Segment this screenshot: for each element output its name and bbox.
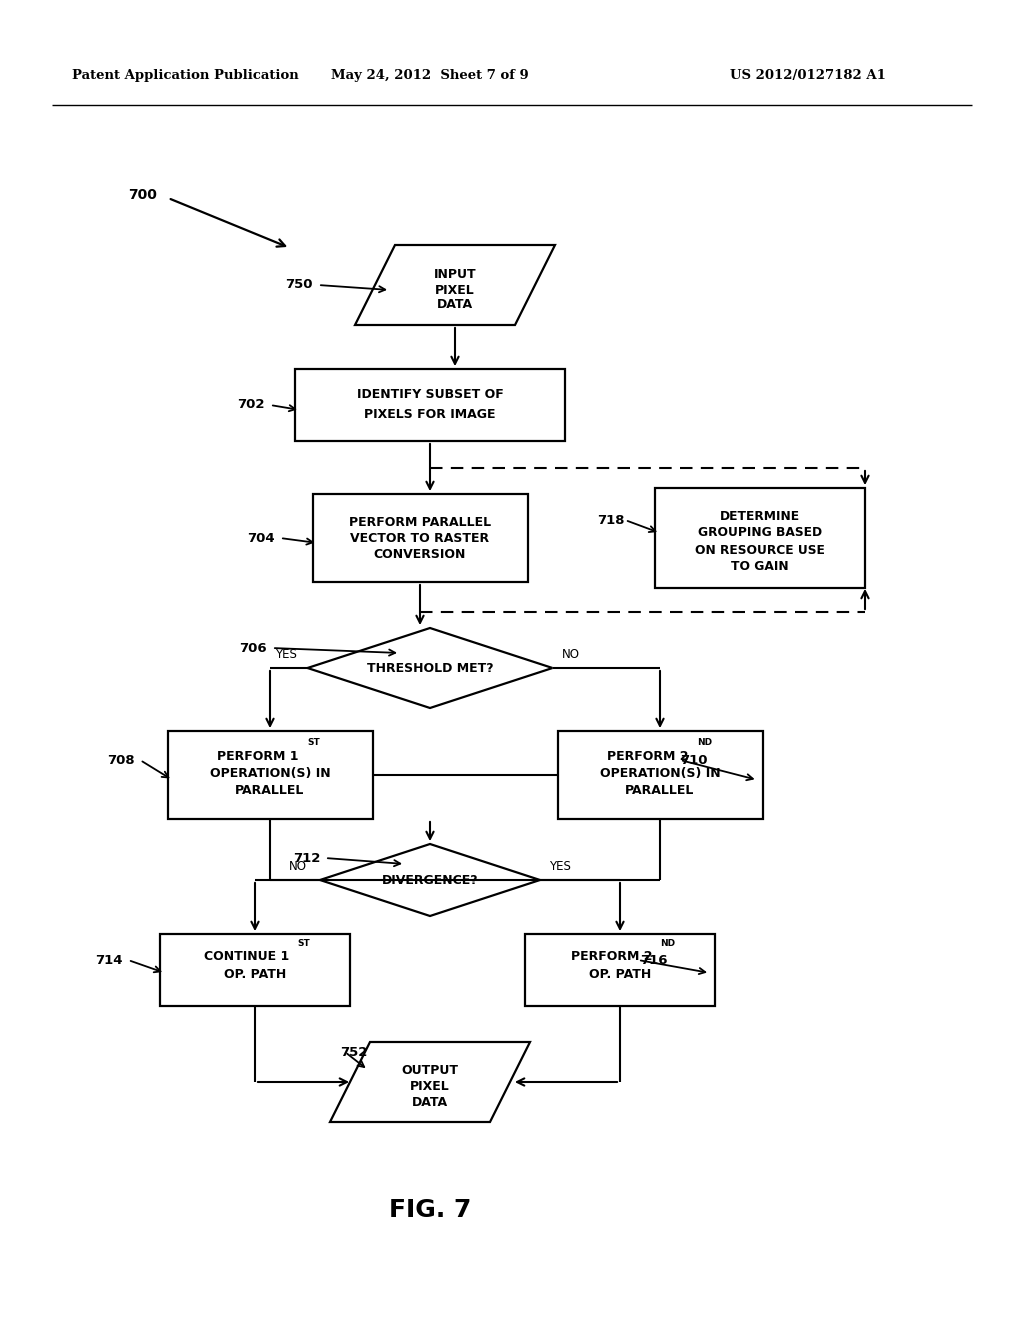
Text: PERFORM 2: PERFORM 2: [607, 751, 689, 763]
Bar: [168, 731, 373, 818]
Text: PIXELS FOR IMAGE: PIXELS FOR IMAGE: [365, 408, 496, 421]
Text: May 24, 2012  Sheet 7 of 9: May 24, 2012 Sheet 7 of 9: [331, 69, 528, 82]
Polygon shape: [355, 246, 555, 325]
Text: NO: NO: [561, 648, 580, 660]
Text: 718: 718: [597, 513, 625, 527]
Text: 708: 708: [108, 754, 135, 767]
Bar: [655, 488, 865, 587]
Text: 752: 752: [340, 1045, 368, 1059]
Text: 706: 706: [240, 642, 267, 655]
Text: PERFORM 1: PERFORM 1: [217, 751, 299, 763]
Text: 712: 712: [293, 851, 319, 865]
Text: IDENTIFY SUBSET OF: IDENTIFY SUBSET OF: [356, 388, 504, 401]
Text: GROUPING BASED: GROUPING BASED: [698, 527, 822, 540]
Text: ST: ST: [307, 738, 319, 747]
Text: 704: 704: [248, 532, 275, 544]
Text: DATA: DATA: [412, 1096, 449, 1109]
Text: OPERATION(S) IN: OPERATION(S) IN: [600, 767, 720, 780]
Text: VECTOR TO RASTER: VECTOR TO RASTER: [350, 532, 489, 545]
Text: CONVERSION: CONVERSION: [374, 549, 466, 561]
Text: 702: 702: [238, 399, 265, 412]
Text: CONTINUE 1: CONTINUE 1: [205, 950, 290, 964]
Text: DETERMINE: DETERMINE: [720, 510, 800, 523]
Text: 716: 716: [640, 953, 668, 966]
Bar: [160, 935, 350, 1006]
Text: ON RESOURCE USE: ON RESOURCE USE: [695, 544, 825, 557]
Text: ND: ND: [660, 939, 675, 948]
Text: TO GAIN: TO GAIN: [731, 561, 788, 573]
Text: PARALLEL: PARALLEL: [236, 784, 305, 797]
Text: FIG. 7: FIG. 7: [389, 1199, 471, 1222]
Bar: [557, 731, 763, 818]
Text: OP. PATH: OP. PATH: [589, 969, 651, 982]
Text: 750: 750: [286, 279, 313, 292]
Text: 714: 714: [95, 953, 123, 966]
Text: THRESHOLD MET?: THRESHOLD MET?: [367, 661, 494, 675]
Text: PERFORM PARALLEL: PERFORM PARALLEL: [349, 516, 492, 529]
Text: PIXEL: PIXEL: [411, 1080, 450, 1093]
Polygon shape: [330, 1041, 530, 1122]
Text: YES: YES: [274, 648, 296, 660]
Polygon shape: [307, 628, 553, 708]
Text: 710: 710: [680, 754, 708, 767]
Text: Patent Application Publication: Patent Application Publication: [72, 69, 299, 82]
Text: OP. PATH: OP. PATH: [224, 969, 286, 982]
Text: NO: NO: [289, 859, 307, 873]
Polygon shape: [319, 843, 540, 916]
Text: PERFORM 2: PERFORM 2: [571, 950, 652, 964]
Text: INPUT: INPUT: [434, 268, 476, 281]
Text: YES: YES: [549, 859, 571, 873]
Text: US 2012/0127182 A1: US 2012/0127182 A1: [730, 69, 886, 82]
Bar: [295, 370, 565, 441]
Text: DIVERGENCE?: DIVERGENCE?: [382, 874, 478, 887]
Text: DATA: DATA: [437, 298, 473, 312]
Bar: [525, 935, 715, 1006]
Text: PIXEL: PIXEL: [435, 284, 475, 297]
Text: ND: ND: [697, 738, 712, 747]
Text: OPERATION(S) IN: OPERATION(S) IN: [210, 767, 331, 780]
Bar: [312, 494, 527, 582]
Text: PARALLEL: PARALLEL: [626, 784, 694, 797]
Text: ST: ST: [297, 939, 309, 948]
Text: OUTPUT: OUTPUT: [401, 1064, 459, 1077]
Text: 700: 700: [128, 187, 157, 202]
